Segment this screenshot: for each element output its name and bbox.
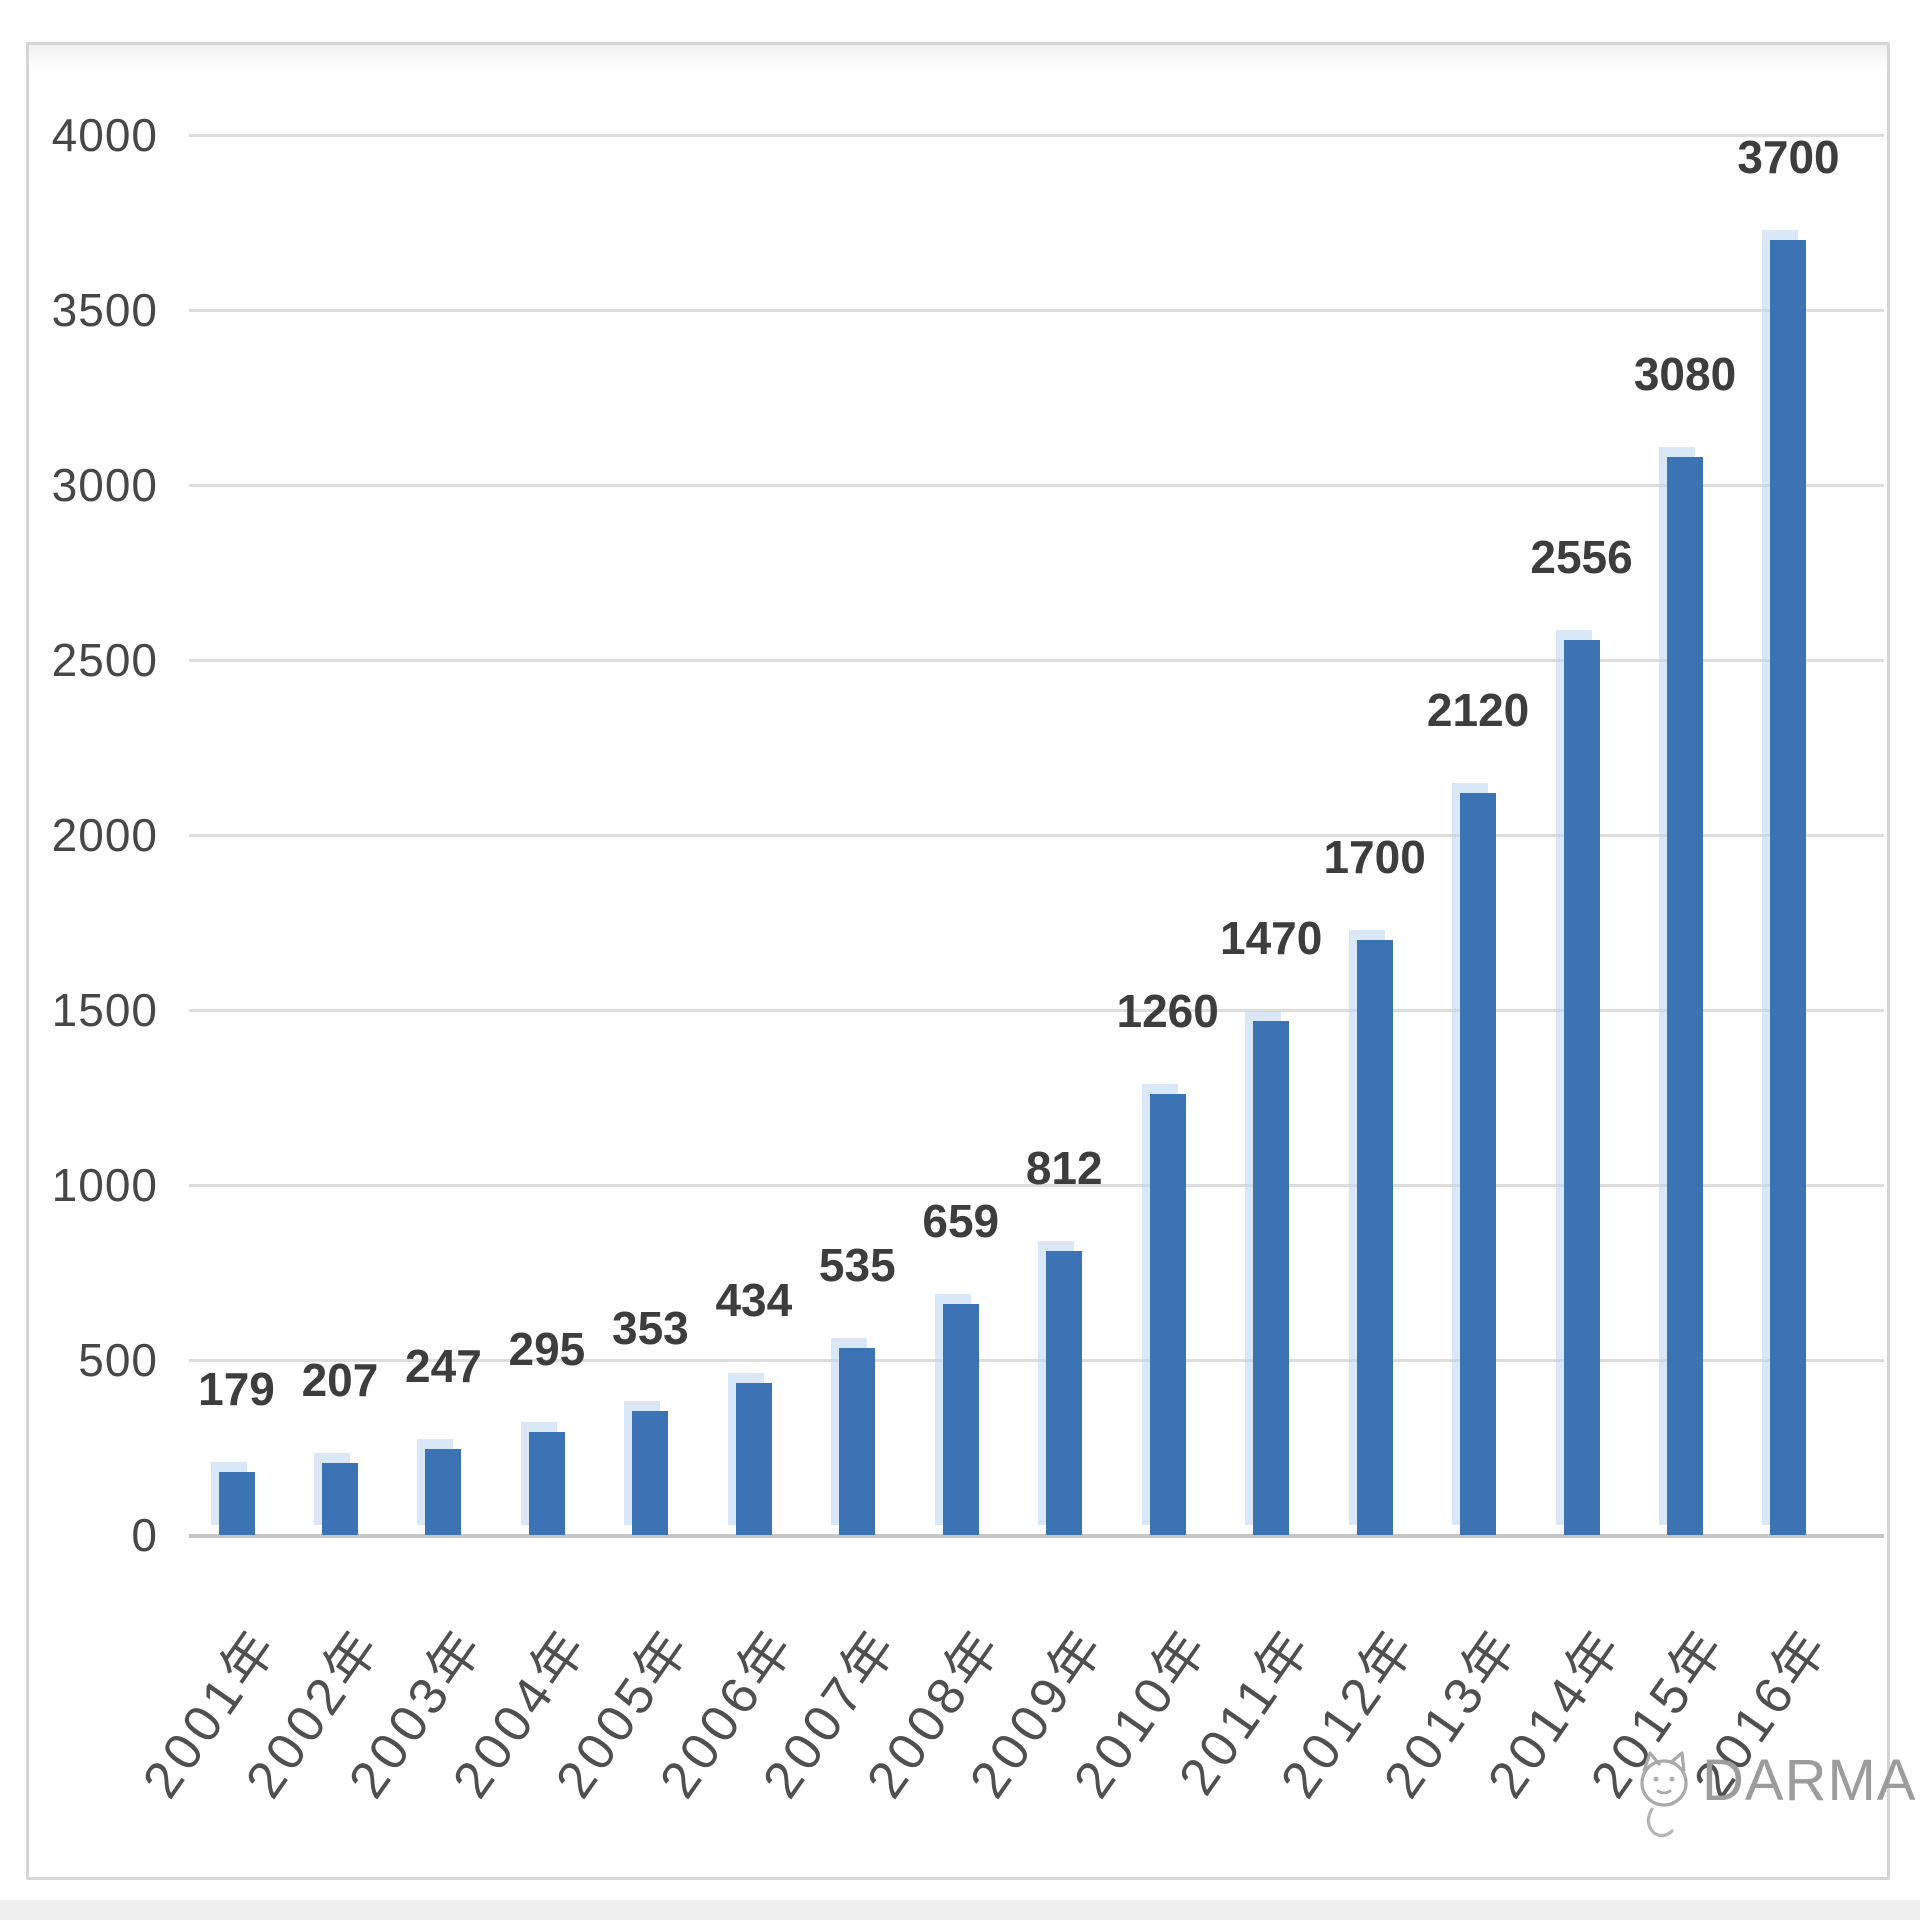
- bar-value-label: 1470: [1219, 911, 1323, 964]
- bar-value-label: 434: [715, 1274, 793, 1327]
- bar-value-label: 2120: [1426, 684, 1530, 736]
- bar: [1356, 940, 1393, 1535]
- gridline: [189, 133, 1884, 137]
- bar: [425, 1448, 462, 1535]
- bar-value-label: 535: [818, 1238, 896, 1291]
- cat-doodle-icon: [1640, 1751, 1688, 1838]
- bar: [1253, 1020, 1290, 1535]
- bar-value-label: 1700: [1323, 831, 1426, 883]
- bar: [1460, 793, 1497, 1535]
- gridline: [189, 1358, 1884, 1362]
- gridline: [189, 308, 1884, 312]
- y-tick-label: 3500: [51, 284, 158, 336]
- y-tick-label: 500: [78, 1334, 158, 1386]
- bar-value-label: 2556: [1530, 531, 1633, 584]
- bar: [528, 1431, 565, 1535]
- gridline: [189, 833, 1884, 837]
- bar-value-label: 179: [198, 1363, 275, 1416]
- bar-value-label: 207: [301, 1353, 379, 1406]
- gridline: [189, 483, 1884, 487]
- y-tick-label: 2500: [51, 634, 158, 686]
- y-tick-label: 1000: [51, 1159, 158, 1211]
- bar: [1667, 457, 1704, 1535]
- gridline: [189, 1008, 1884, 1012]
- bar-value-label: 247: [405, 1339, 482, 1392]
- bar: [321, 1462, 358, 1535]
- bar-value-label: 1260: [1116, 985, 1219, 1037]
- bar: [1046, 1250, 1083, 1535]
- y-tick-label: 3000: [51, 459, 158, 511]
- bar-value-label: 659: [922, 1195, 1000, 1248]
- bar: [632, 1411, 669, 1535]
- bar-value-label: 3700: [1737, 131, 1840, 183]
- gridline: [189, 1183, 1884, 1187]
- y-tick-label: 1500: [51, 984, 158, 1036]
- gridline: [189, 658, 1884, 662]
- bar: [218, 1472, 255, 1535]
- axis-baseline: [189, 1533, 1884, 1538]
- bar: [942, 1304, 979, 1535]
- watermark: DARMA: [1628, 1737, 1915, 1847]
- y-tick-label: 2000: [51, 809, 158, 861]
- bar: [735, 1383, 772, 1535]
- y-tick-label: 4000: [51, 109, 158, 161]
- bottom-strip: [0, 1900, 1920, 1920]
- bar: [1563, 640, 1600, 1535]
- y-tick-label: 0: [131, 1509, 158, 1561]
- bar-value-label: 295: [508, 1322, 586, 1375]
- bar-value-label: 3080: [1633, 348, 1737, 400]
- bar: [1149, 1094, 1186, 1535]
- bar-value-label: 353: [611, 1302, 689, 1355]
- bar: [1770, 240, 1807, 1535]
- watermark-text: DARMA: [1702, 1748, 1917, 1813]
- bar-value-label: 812: [1025, 1141, 1103, 1194]
- bar: [839, 1347, 876, 1535]
